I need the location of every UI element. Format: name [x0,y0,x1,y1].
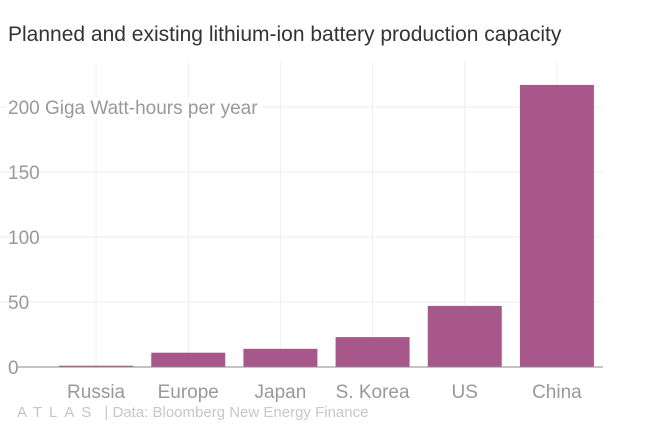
y-tick-label: 50 [8,293,29,314]
footer-separator: | [104,404,109,421]
y-tick-label-with-unit: 200 Giga Watt-hours per year [8,98,258,119]
bar-japan [243,348,318,367]
atlas-logo[interactable]: ATLAS [17,404,99,421]
x-tick-label: S. Korea [336,382,410,403]
bar-s-korea [335,337,410,367]
x-tick-label: US [452,382,478,403]
bars [59,84,594,368]
y-tick-label: 150 [8,163,40,184]
y-tick-label-background [6,98,263,119]
data-source: Data: Bloomberg New Energy Finance [112,404,369,421]
x-tick-label: Russia [67,382,126,403]
bar-russia [59,365,134,367]
x-tick-label: China [532,382,582,403]
chart-title: Planned and existing lithium-ion battery… [8,23,562,46]
chart-footer: ATLAS | Data: Bloomberg New Energy Financ… [17,404,368,421]
bar-us [427,305,502,367]
x-tick-label: Japan [255,382,307,403]
x-tick-label: Europe [158,382,219,403]
y-tick-label: 100 [8,228,40,249]
axis-labels: 0 50 100 150 200 Giga Watt-hours per year Rus… [6,98,582,403]
grid-lines [0,62,603,367]
bar-china [519,84,594,368]
y-tick-label: 0 [8,358,19,379]
bar-europe [151,352,226,367]
